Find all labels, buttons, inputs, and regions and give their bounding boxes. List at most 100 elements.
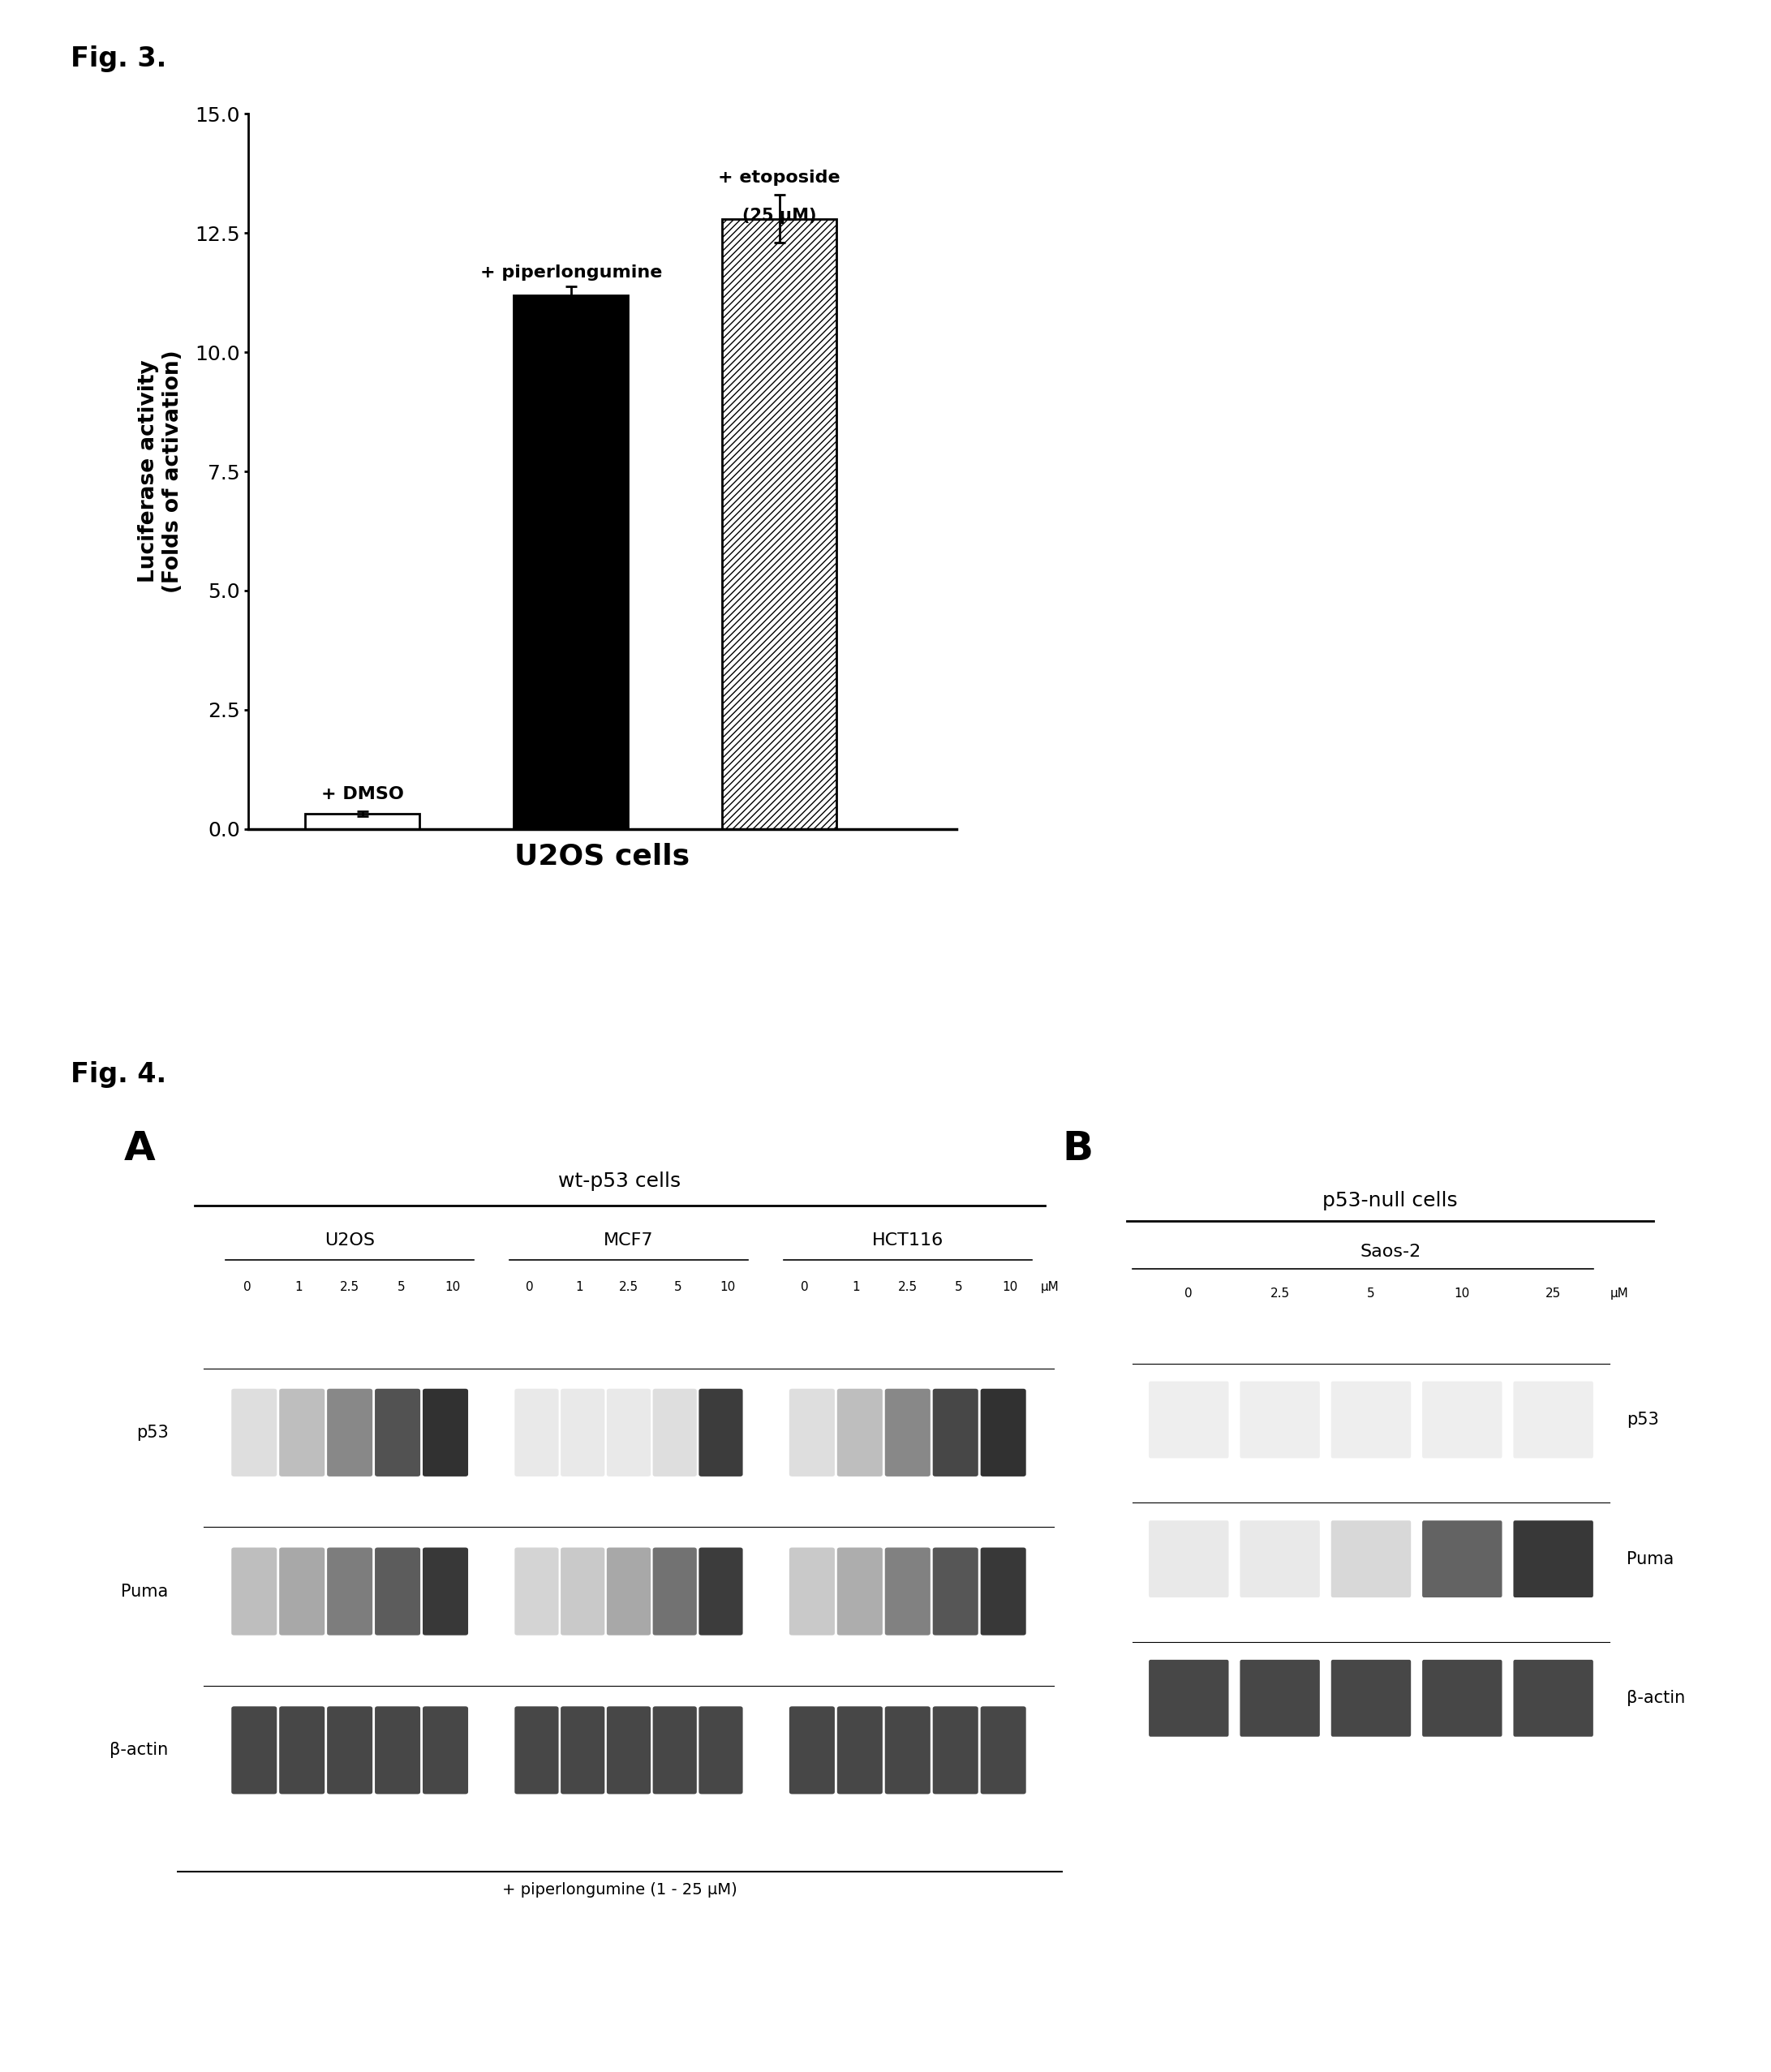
FancyBboxPatch shape [1240, 1660, 1319, 1736]
FancyBboxPatch shape [700, 1548, 742, 1635]
Text: 25: 25 [1546, 1287, 1560, 1299]
FancyBboxPatch shape [933, 1707, 978, 1794]
FancyBboxPatch shape [886, 1548, 930, 1635]
Text: Fig. 3.: Fig. 3. [71, 46, 166, 73]
FancyBboxPatch shape [328, 1388, 372, 1477]
Text: + piperlongumine: + piperlongumine [480, 265, 662, 280]
FancyBboxPatch shape [1332, 1382, 1411, 1459]
Text: 0: 0 [243, 1280, 251, 1293]
FancyBboxPatch shape [280, 1548, 324, 1635]
FancyBboxPatch shape [561, 1388, 604, 1477]
FancyBboxPatch shape [790, 1388, 834, 1477]
Text: Saos-2: Saos-2 [1360, 1243, 1420, 1260]
FancyBboxPatch shape [232, 1388, 276, 1477]
FancyBboxPatch shape [653, 1388, 696, 1477]
FancyBboxPatch shape [933, 1548, 978, 1635]
FancyBboxPatch shape [515, 1707, 558, 1794]
Text: + DMSO: + DMSO [321, 787, 404, 802]
FancyBboxPatch shape [607, 1388, 650, 1477]
FancyBboxPatch shape [1422, 1521, 1502, 1598]
FancyBboxPatch shape [790, 1548, 834, 1635]
Text: 10: 10 [1454, 1287, 1470, 1299]
Text: 0: 0 [1185, 1287, 1192, 1299]
Text: 2.5: 2.5 [618, 1280, 639, 1293]
FancyBboxPatch shape [1422, 1382, 1502, 1459]
Text: 1: 1 [294, 1280, 303, 1293]
FancyBboxPatch shape [375, 1388, 420, 1477]
FancyBboxPatch shape [1149, 1521, 1229, 1598]
Bar [514, 294, 629, 829]
Text: 5: 5 [1367, 1287, 1374, 1299]
FancyBboxPatch shape [981, 1388, 1025, 1477]
FancyBboxPatch shape [700, 1388, 742, 1477]
Text: Puma: Puma [1626, 1550, 1674, 1566]
Text: 0: 0 [526, 1280, 533, 1293]
Y-axis label: Luciferase activity
(Folds of activation): Luciferase activity (Folds of activation… [138, 350, 184, 593]
Text: wt-p53 cells: wt-p53 cells [558, 1171, 682, 1191]
Text: 5: 5 [955, 1280, 963, 1293]
Text: p53: p53 [136, 1423, 168, 1440]
Text: 2.5: 2.5 [1270, 1287, 1289, 1299]
Text: (25 μM): (25 μM) [742, 207, 816, 224]
Text: 10: 10 [1002, 1280, 1018, 1293]
Text: + piperlongumine (1 - 25 μM): + piperlongumine (1 - 25 μM) [503, 1881, 737, 1898]
FancyBboxPatch shape [1240, 1521, 1319, 1598]
FancyBboxPatch shape [700, 1707, 742, 1794]
FancyBboxPatch shape [790, 1707, 834, 1794]
FancyBboxPatch shape [1422, 1660, 1502, 1736]
Text: μM: μM [1610, 1287, 1628, 1299]
FancyBboxPatch shape [1514, 1382, 1594, 1459]
Text: + etoposide: + etoposide [719, 170, 839, 186]
FancyBboxPatch shape [561, 1548, 604, 1635]
Bar [305, 814, 420, 829]
Text: 5: 5 [397, 1280, 406, 1293]
Text: 10: 10 [445, 1280, 460, 1293]
FancyBboxPatch shape [1149, 1660, 1229, 1736]
Text: 2.5: 2.5 [340, 1280, 360, 1293]
Text: μM: μM [1040, 1280, 1059, 1293]
Text: B: B [1063, 1129, 1093, 1169]
Text: A: A [124, 1129, 156, 1169]
FancyBboxPatch shape [423, 1388, 468, 1477]
Bar [723, 220, 836, 829]
FancyBboxPatch shape [838, 1548, 882, 1635]
FancyBboxPatch shape [933, 1388, 978, 1477]
Text: p53: p53 [1626, 1411, 1659, 1428]
FancyBboxPatch shape [375, 1707, 420, 1794]
FancyBboxPatch shape [981, 1707, 1025, 1794]
FancyBboxPatch shape [653, 1548, 696, 1635]
Text: 2.5: 2.5 [898, 1280, 917, 1293]
FancyBboxPatch shape [607, 1548, 650, 1635]
Text: MCF7: MCF7 [604, 1233, 653, 1249]
Text: 1: 1 [576, 1280, 583, 1293]
FancyBboxPatch shape [1514, 1521, 1594, 1598]
FancyBboxPatch shape [328, 1707, 372, 1794]
FancyBboxPatch shape [232, 1707, 276, 1794]
FancyBboxPatch shape [1240, 1382, 1319, 1459]
Text: 5: 5 [675, 1280, 682, 1293]
FancyBboxPatch shape [1332, 1521, 1411, 1598]
Text: (10 μM): (10 μM) [533, 303, 607, 319]
Text: 10: 10 [721, 1280, 735, 1293]
Text: 1: 1 [852, 1280, 861, 1293]
FancyBboxPatch shape [838, 1707, 882, 1794]
Text: β-actin: β-actin [110, 1743, 168, 1759]
FancyBboxPatch shape [280, 1707, 324, 1794]
Text: HCT116: HCT116 [871, 1233, 944, 1249]
FancyBboxPatch shape [561, 1707, 604, 1794]
FancyBboxPatch shape [515, 1548, 558, 1635]
FancyBboxPatch shape [838, 1388, 882, 1477]
FancyBboxPatch shape [232, 1548, 276, 1635]
Text: Puma: Puma [120, 1583, 168, 1600]
FancyBboxPatch shape [423, 1548, 468, 1635]
FancyBboxPatch shape [280, 1388, 324, 1477]
Text: U2OS: U2OS [324, 1233, 375, 1249]
FancyBboxPatch shape [328, 1548, 372, 1635]
FancyBboxPatch shape [886, 1388, 930, 1477]
FancyBboxPatch shape [375, 1548, 420, 1635]
FancyBboxPatch shape [653, 1707, 696, 1794]
X-axis label: U2OS cells: U2OS cells [514, 843, 691, 870]
FancyBboxPatch shape [981, 1548, 1025, 1635]
Text: Fig. 4.: Fig. 4. [71, 1061, 166, 1088]
FancyBboxPatch shape [1514, 1660, 1594, 1736]
